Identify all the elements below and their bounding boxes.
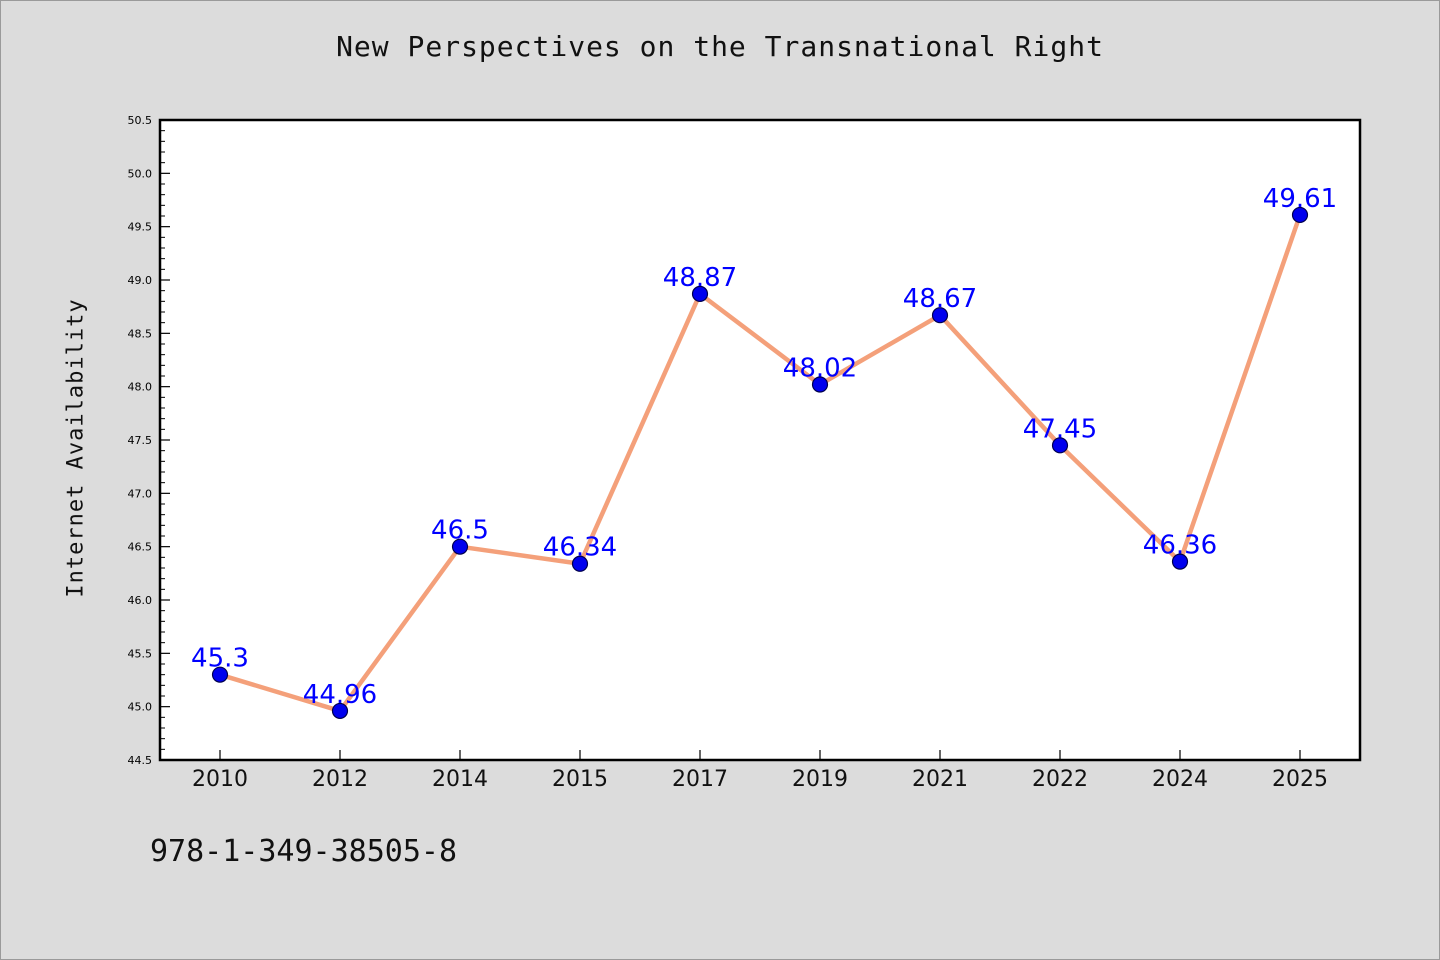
data-label: 46.36: [1143, 531, 1217, 561]
data-point: [571, 555, 589, 572]
isbn-text: 978-1-349-38505-8: [150, 834, 458, 869]
x-tick-label: 2022: [1032, 767, 1088, 792]
series-layer: 45.3 44.96 46.5 46.34 48.87 48.02 48.67 47.45 46…: [191, 184, 1337, 720]
data-label: 48.67: [903, 284, 977, 314]
data-label: 48.87: [663, 263, 737, 293]
y-tick-label: 49.5: [128, 221, 153, 234]
y-tick-label: 50.0: [128, 167, 153, 180]
chart-title: New Perspectives on the Transnational Ri…: [336, 30, 1104, 63]
x-tick-label: 2017: [672, 767, 728, 792]
y-tick-label: 44.5: [128, 754, 153, 767]
y-tick-label: 48.5: [128, 327, 153, 340]
data-label: 46.34: [543, 533, 617, 563]
data-label: 47.45: [1023, 414, 1097, 444]
y-tick-label: 48.0: [128, 381, 153, 394]
data-point: [331, 702, 349, 720]
x-tick-label: 2019: [792, 767, 848, 792]
y-tick-label: 45.5: [128, 647, 153, 660]
data-point: [811, 376, 829, 393]
series-line: [217, 212, 1303, 714]
y-tick-label: 50.5: [128, 114, 153, 127]
y-axis: 44.5 45.0 45.5 46.0 46.5 47.0 47.5 48.0 48.5 49.0…: [128, 114, 170, 767]
data-point: [1051, 437, 1069, 454]
x-axis: 2010 2012 2014 2015 2017 2019 2021 2022 2024 2025: [192, 750, 1328, 792]
y-tick-label: 47.5: [128, 434, 153, 447]
plot-area: [160, 120, 1360, 760]
y-tick-label: 46.5: [128, 541, 153, 554]
data-point: [931, 307, 949, 324]
x-tick-label: 2010: [192, 767, 248, 792]
x-tick-label: 2025: [1272, 767, 1328, 792]
x-tick-label: 2015: [552, 767, 608, 792]
y-tick-label: 49.0: [128, 274, 153, 287]
x-tick-label: 2021: [912, 767, 968, 792]
data-point: [691, 285, 709, 302]
y-tick-label: 46.0: [128, 594, 153, 607]
data-label: 46.5: [431, 516, 489, 546]
plot-border: [158, 118, 1362, 762]
data-label: 49.61: [1263, 184, 1337, 214]
y-tick-label: 47.0: [128, 487, 153, 500]
y-tick-label: 45.0: [128, 701, 153, 714]
x-tick-label: 2014: [432, 767, 488, 792]
data-point: [1171, 553, 1189, 570]
data-point: [211, 666, 229, 683]
data-label: 44.96: [303, 680, 377, 710]
data-point: [451, 538, 469, 555]
data-point: [1291, 206, 1309, 224]
data-label: 48.02: [783, 354, 857, 384]
data-label: 45.3: [191, 644, 249, 674]
x-tick-label: 2012: [312, 767, 368, 792]
x-tick-label: 2024: [1152, 767, 1208, 792]
